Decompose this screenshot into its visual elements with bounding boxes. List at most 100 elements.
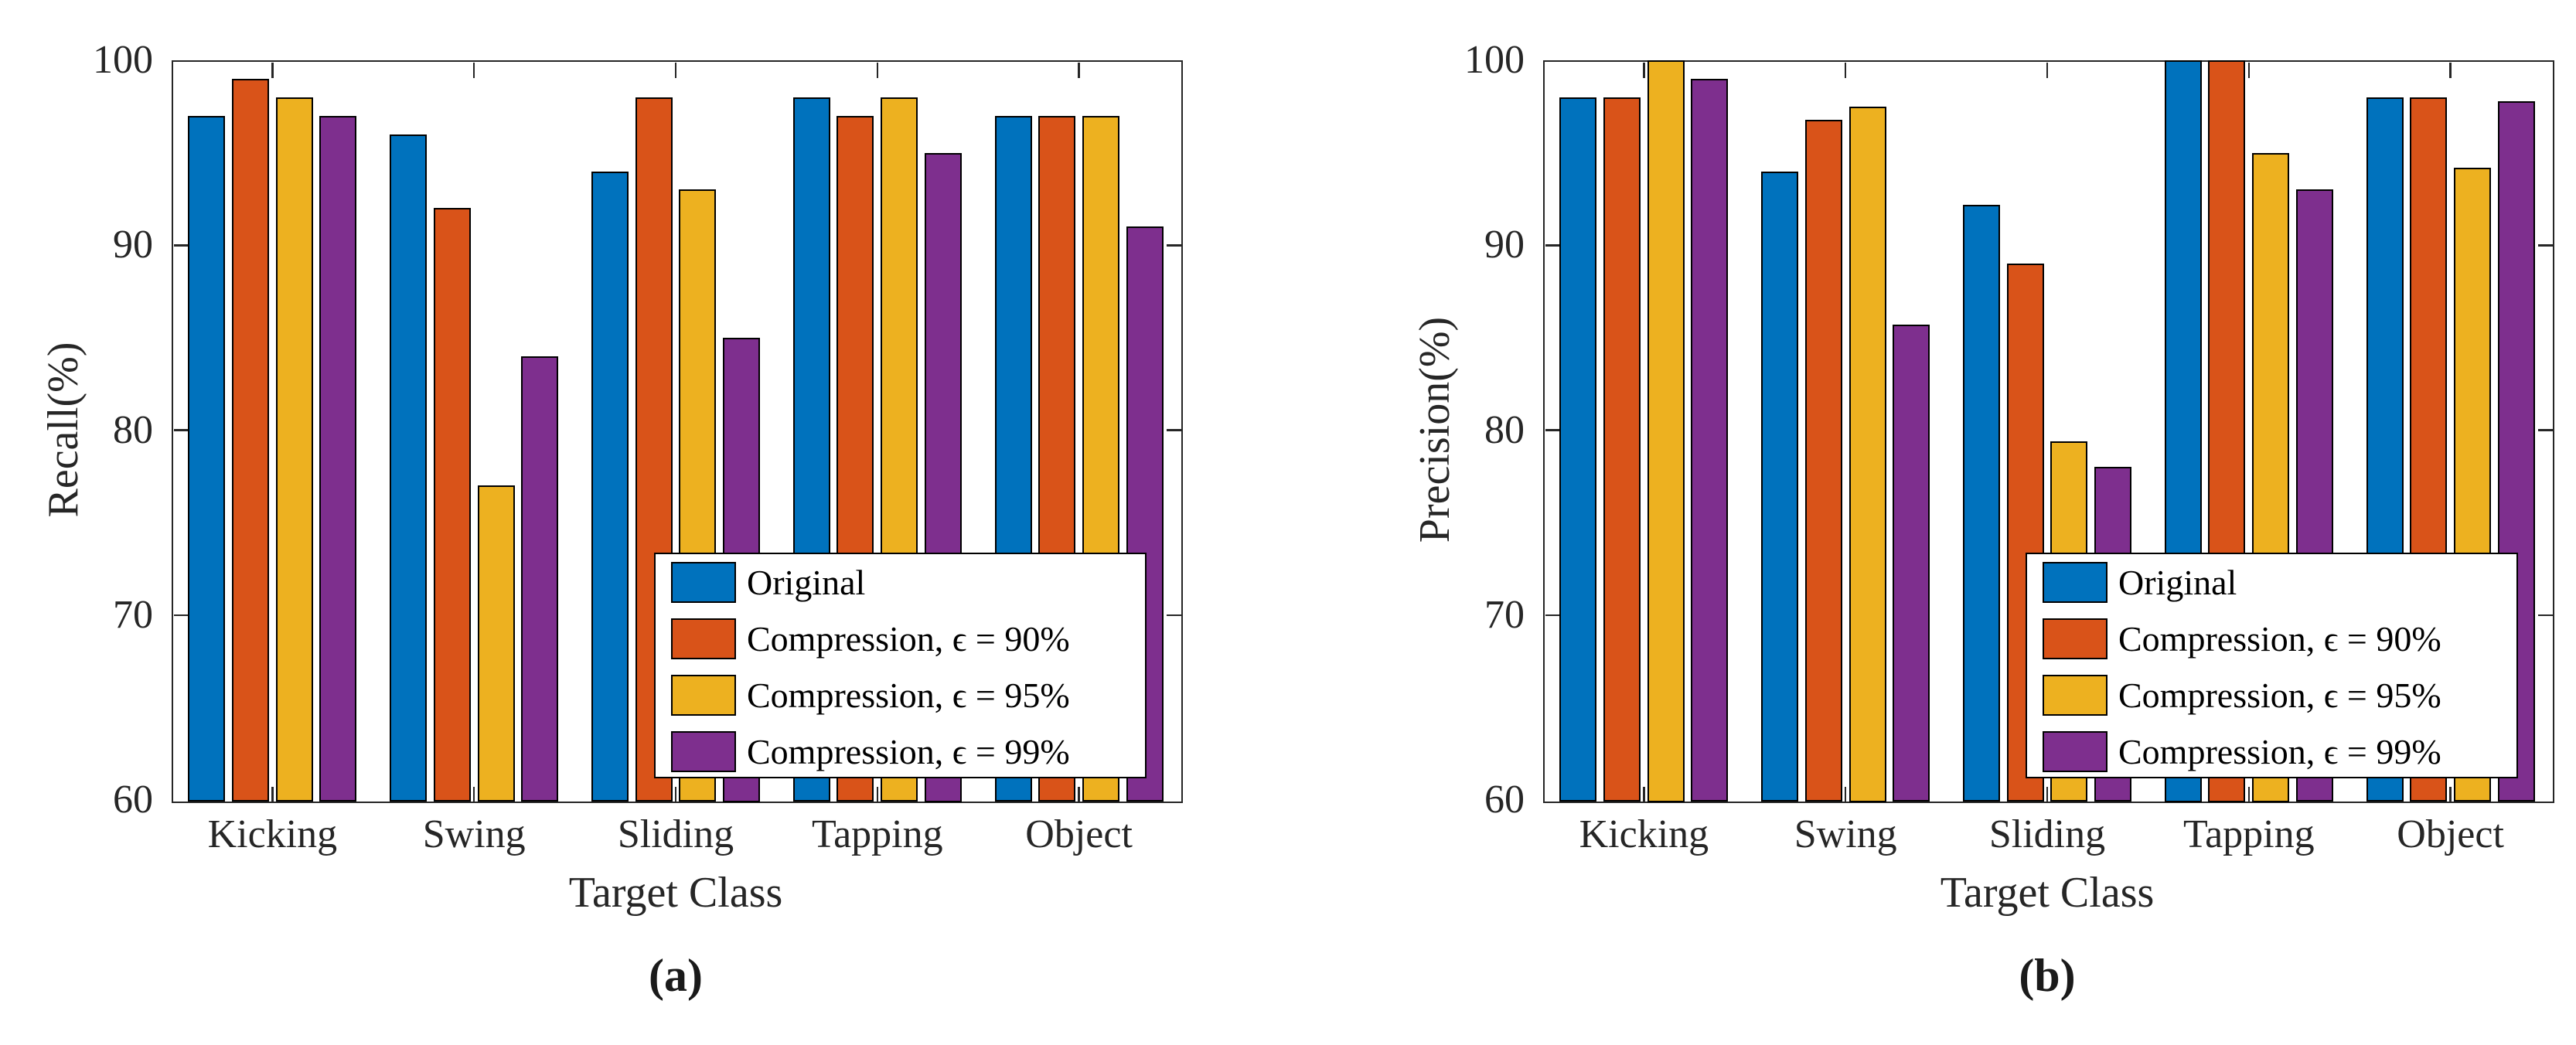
- recall-plot-area: [172, 60, 1183, 803]
- x-tick-mark: [2046, 62, 2049, 78]
- x-tick-label-tapping: Tapping: [2182, 812, 2315, 856]
- bar-kicking-series-2: [275, 97, 313, 802]
- bar-kicking-series-2: [1647, 60, 1685, 802]
- x-tick-mark: [876, 62, 879, 78]
- y-tick-mark: [2537, 429, 2554, 431]
- y-tick-label-100: 100: [93, 38, 153, 82]
- y-tick-label-100: 100: [1464, 38, 1525, 82]
- x-tick-mark: [472, 786, 475, 802]
- x-tick-label-object: Object: [2397, 812, 2504, 856]
- bar-kicking-series-1: [232, 78, 270, 802]
- y-tick-mark: [1166, 614, 1182, 616]
- x-tick-label-swing: Swing: [1794, 812, 1897, 856]
- y-tick-label-90: 90: [113, 223, 153, 267]
- y-tick-label-80: 80: [113, 407, 153, 452]
- bar-swing-series-3: [521, 356, 559, 802]
- x-tick-label-tapping: Tapping: [811, 812, 943, 856]
- y-tick-label-70: 70: [113, 592, 153, 637]
- x-tick-label-kicking: Kicking: [1579, 812, 1709, 856]
- legend-item: Compression, ϵ = 90%: [656, 611, 1145, 667]
- y-tick-mark: [173, 429, 189, 431]
- y-tick-mark: [1545, 429, 1561, 431]
- legend-swatch-compression-99: [2043, 731, 2107, 772]
- x-tick-label-swing: Swing: [422, 812, 526, 856]
- y-tick-label-70: 70: [1484, 592, 1525, 637]
- legend-swatch-original: [671, 562, 736, 603]
- bar-swing-series-0: [390, 134, 428, 802]
- legend-item: Original: [656, 554, 1145, 611]
- bar-swing-series-1: [1804, 119, 1842, 802]
- bar-swing-series-0: [1761, 171, 1799, 802]
- legend-label: Compression, ϵ = 95%: [747, 676, 1070, 715]
- bar-swing-series-1: [433, 208, 471, 802]
- legend-label: Original: [747, 563, 866, 602]
- y-tick-mark: [1545, 244, 1561, 247]
- precision-x-axis-label: Target Class: [1940, 869, 2155, 917]
- legend-item: Compression, ϵ = 95%: [2027, 667, 2516, 723]
- bar-kicking-series-0: [1559, 97, 1597, 802]
- bar-kicking-series-0: [188, 115, 226, 802]
- x-tick-mark: [271, 786, 274, 802]
- y-tick-mark: [1166, 429, 1182, 431]
- x-tick-mark: [2247, 62, 2251, 78]
- legend-label: Compression, ϵ = 95%: [2118, 676, 2441, 715]
- x-tick-mark: [674, 786, 677, 802]
- x-tick-mark: [1078, 786, 1080, 802]
- bar-swing-series-3: [1893, 325, 1930, 802]
- legend-item: Compression, ϵ = 90%: [2027, 611, 2516, 667]
- x-tick-mark: [2247, 786, 2251, 802]
- y-tick-label-90: 90: [1484, 223, 1525, 267]
- precision-plot-area: [1543, 60, 2554, 803]
- bar-kicking-series-1: [1603, 97, 1641, 802]
- x-tick-mark: [876, 786, 879, 802]
- legend-swatch-compression-95: [2043, 675, 2107, 716]
- y-tick-mark: [1545, 614, 1561, 616]
- legend-item: Compression, ϵ = 95%: [656, 667, 1145, 723]
- bar-kicking-series-3: [319, 115, 357, 802]
- legend-swatch-compression-90: [2043, 618, 2107, 659]
- legend-item: Compression, ϵ = 99%: [656, 723, 1145, 780]
- x-tick-mark: [271, 62, 274, 78]
- subfigure-label-a: (a): [649, 950, 703, 1001]
- bar-swing-series-2: [477, 485, 515, 802]
- legend-swatch-compression-99: [671, 731, 736, 772]
- x-tick-mark: [1643, 786, 1645, 802]
- legend-label: Original: [2118, 563, 2237, 602]
- y-tick-mark: [1166, 244, 1182, 247]
- legend-swatch-compression-95: [671, 675, 736, 716]
- subfigure-label-b: (b): [2019, 950, 2076, 1001]
- legend-label: Compression, ϵ = 99%: [747, 732, 1070, 771]
- legend-item: Compression, ϵ = 99%: [2027, 723, 2516, 780]
- precision-legend: Original Compression, ϵ = 90% Compressio…: [2026, 553, 2518, 778]
- y-tick-label-60: 60: [1484, 778, 1525, 822]
- y-tick-label-60: 60: [113, 778, 153, 822]
- legend-swatch-original: [2043, 562, 2107, 603]
- recall-x-axis-label: Target Class: [568, 869, 783, 917]
- x-tick-mark: [2046, 786, 2049, 802]
- x-tick-mark: [674, 62, 677, 78]
- legend-label: Compression, ϵ = 90%: [2118, 619, 2441, 659]
- legend-item: Original: [2027, 554, 2516, 611]
- x-tick-mark: [2449, 62, 2452, 78]
- y-tick-mark: [173, 614, 189, 616]
- bar-kicking-series-3: [1691, 78, 1729, 802]
- x-tick-mark: [2449, 786, 2452, 802]
- y-tick-mark: [2537, 614, 2554, 616]
- legend-label: Compression, ϵ = 99%: [2118, 732, 2441, 771]
- legend-label: Compression, ϵ = 90%: [747, 619, 1070, 659]
- legend-swatch-compression-90: [671, 618, 736, 659]
- x-tick-label-object: Object: [1025, 812, 1133, 856]
- bar-swing-series-2: [1849, 106, 1886, 802]
- x-tick-mark: [1844, 786, 1847, 802]
- x-tick-label-sliding: Sliding: [1988, 812, 2106, 856]
- x-tick-mark: [1844, 62, 1847, 78]
- recall-legend: Original Compression, ϵ = 90% Compressio…: [654, 553, 1147, 778]
- bar-sliding-series-0: [1963, 204, 2000, 802]
- y-tick-mark: [173, 244, 189, 247]
- x-tick-mark: [1643, 62, 1645, 78]
- x-tick-mark: [1078, 62, 1080, 78]
- x-tick-mark: [472, 62, 475, 78]
